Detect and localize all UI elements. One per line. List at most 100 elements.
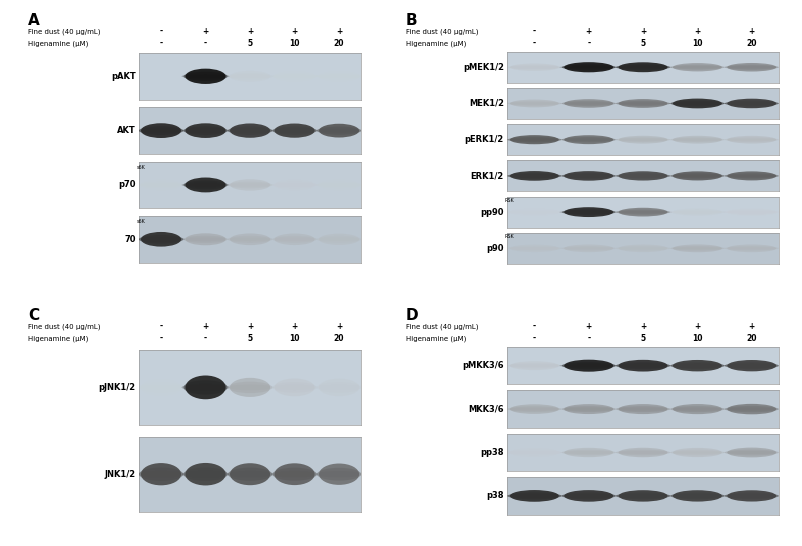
Ellipse shape [564, 171, 613, 181]
Text: 5: 5 [247, 39, 253, 48]
Ellipse shape [722, 494, 780, 497]
Ellipse shape [509, 490, 558, 502]
Text: -: - [160, 39, 162, 48]
Ellipse shape [670, 406, 723, 412]
Text: B: B [405, 13, 416, 28]
Ellipse shape [564, 448, 613, 457]
Text: -: - [532, 39, 535, 48]
Text: +: + [585, 27, 591, 36]
Ellipse shape [184, 72, 227, 81]
Ellipse shape [618, 62, 666, 72]
Ellipse shape [225, 238, 273, 241]
Ellipse shape [559, 247, 618, 250]
Ellipse shape [561, 101, 615, 106]
Ellipse shape [672, 490, 721, 502]
Text: +: + [291, 27, 298, 36]
Ellipse shape [270, 238, 318, 241]
Ellipse shape [509, 63, 558, 71]
Ellipse shape [670, 210, 723, 214]
Ellipse shape [618, 136, 666, 144]
Ellipse shape [727, 63, 776, 72]
Ellipse shape [314, 128, 363, 133]
Text: s6K: s6K [136, 219, 145, 224]
Ellipse shape [229, 463, 269, 485]
Ellipse shape [229, 378, 269, 397]
Ellipse shape [137, 471, 184, 478]
Ellipse shape [724, 406, 778, 412]
Ellipse shape [181, 74, 229, 79]
Ellipse shape [618, 208, 666, 216]
Ellipse shape [561, 450, 615, 455]
Ellipse shape [672, 360, 721, 371]
Ellipse shape [509, 448, 558, 457]
Text: pMKK3/6: pMKK3/6 [462, 361, 504, 370]
Text: p90: p90 [486, 244, 504, 253]
Ellipse shape [504, 494, 563, 497]
Ellipse shape [184, 380, 227, 395]
Ellipse shape [727, 490, 776, 502]
Text: -: - [160, 27, 162, 36]
Ellipse shape [670, 100, 723, 106]
Text: -: - [586, 39, 589, 48]
Ellipse shape [564, 490, 613, 502]
Text: 20: 20 [746, 334, 756, 343]
Ellipse shape [318, 464, 358, 485]
Ellipse shape [141, 463, 180, 485]
Ellipse shape [564, 135, 613, 144]
Ellipse shape [727, 99, 776, 108]
Ellipse shape [727, 209, 776, 216]
Ellipse shape [229, 234, 269, 245]
Ellipse shape [667, 364, 726, 367]
Ellipse shape [561, 362, 615, 369]
Ellipse shape [670, 65, 723, 70]
Ellipse shape [507, 173, 561, 179]
Text: 5: 5 [640, 334, 645, 343]
Text: +: + [202, 27, 209, 36]
Ellipse shape [270, 471, 318, 477]
Ellipse shape [561, 137, 615, 143]
Ellipse shape [672, 99, 721, 108]
Ellipse shape [318, 234, 358, 245]
Ellipse shape [724, 64, 778, 70]
Ellipse shape [559, 211, 618, 213]
Ellipse shape [272, 236, 316, 243]
Ellipse shape [615, 210, 669, 215]
Ellipse shape [722, 407, 780, 411]
Ellipse shape [139, 235, 183, 244]
Ellipse shape [618, 448, 666, 457]
Ellipse shape [615, 101, 669, 106]
Ellipse shape [672, 136, 721, 144]
Ellipse shape [272, 126, 316, 135]
Ellipse shape [613, 102, 671, 105]
Ellipse shape [509, 404, 558, 414]
Ellipse shape [509, 361, 558, 370]
Ellipse shape [181, 471, 229, 478]
Ellipse shape [274, 123, 314, 138]
Text: Fine dust (40 μg/mL): Fine dust (40 μg/mL) [405, 323, 477, 330]
Ellipse shape [270, 385, 318, 390]
Ellipse shape [137, 237, 184, 241]
Ellipse shape [225, 128, 273, 133]
Ellipse shape [672, 63, 721, 72]
Text: 70: 70 [124, 235, 136, 244]
Ellipse shape [722, 66, 780, 69]
Ellipse shape [318, 180, 358, 190]
Text: +: + [694, 27, 699, 36]
Ellipse shape [228, 236, 272, 243]
Ellipse shape [561, 173, 615, 179]
Ellipse shape [667, 139, 726, 141]
Ellipse shape [274, 180, 314, 191]
Text: -: - [532, 27, 535, 36]
Ellipse shape [724, 246, 778, 251]
Ellipse shape [727, 360, 776, 371]
Ellipse shape [724, 363, 778, 369]
Ellipse shape [185, 233, 225, 245]
Text: s6K: s6K [136, 165, 145, 170]
Ellipse shape [509, 171, 558, 181]
Ellipse shape [561, 406, 615, 412]
Ellipse shape [670, 450, 723, 455]
Text: pp38: pp38 [480, 448, 504, 457]
Ellipse shape [184, 181, 227, 189]
Ellipse shape [672, 171, 721, 180]
Ellipse shape [672, 404, 721, 414]
